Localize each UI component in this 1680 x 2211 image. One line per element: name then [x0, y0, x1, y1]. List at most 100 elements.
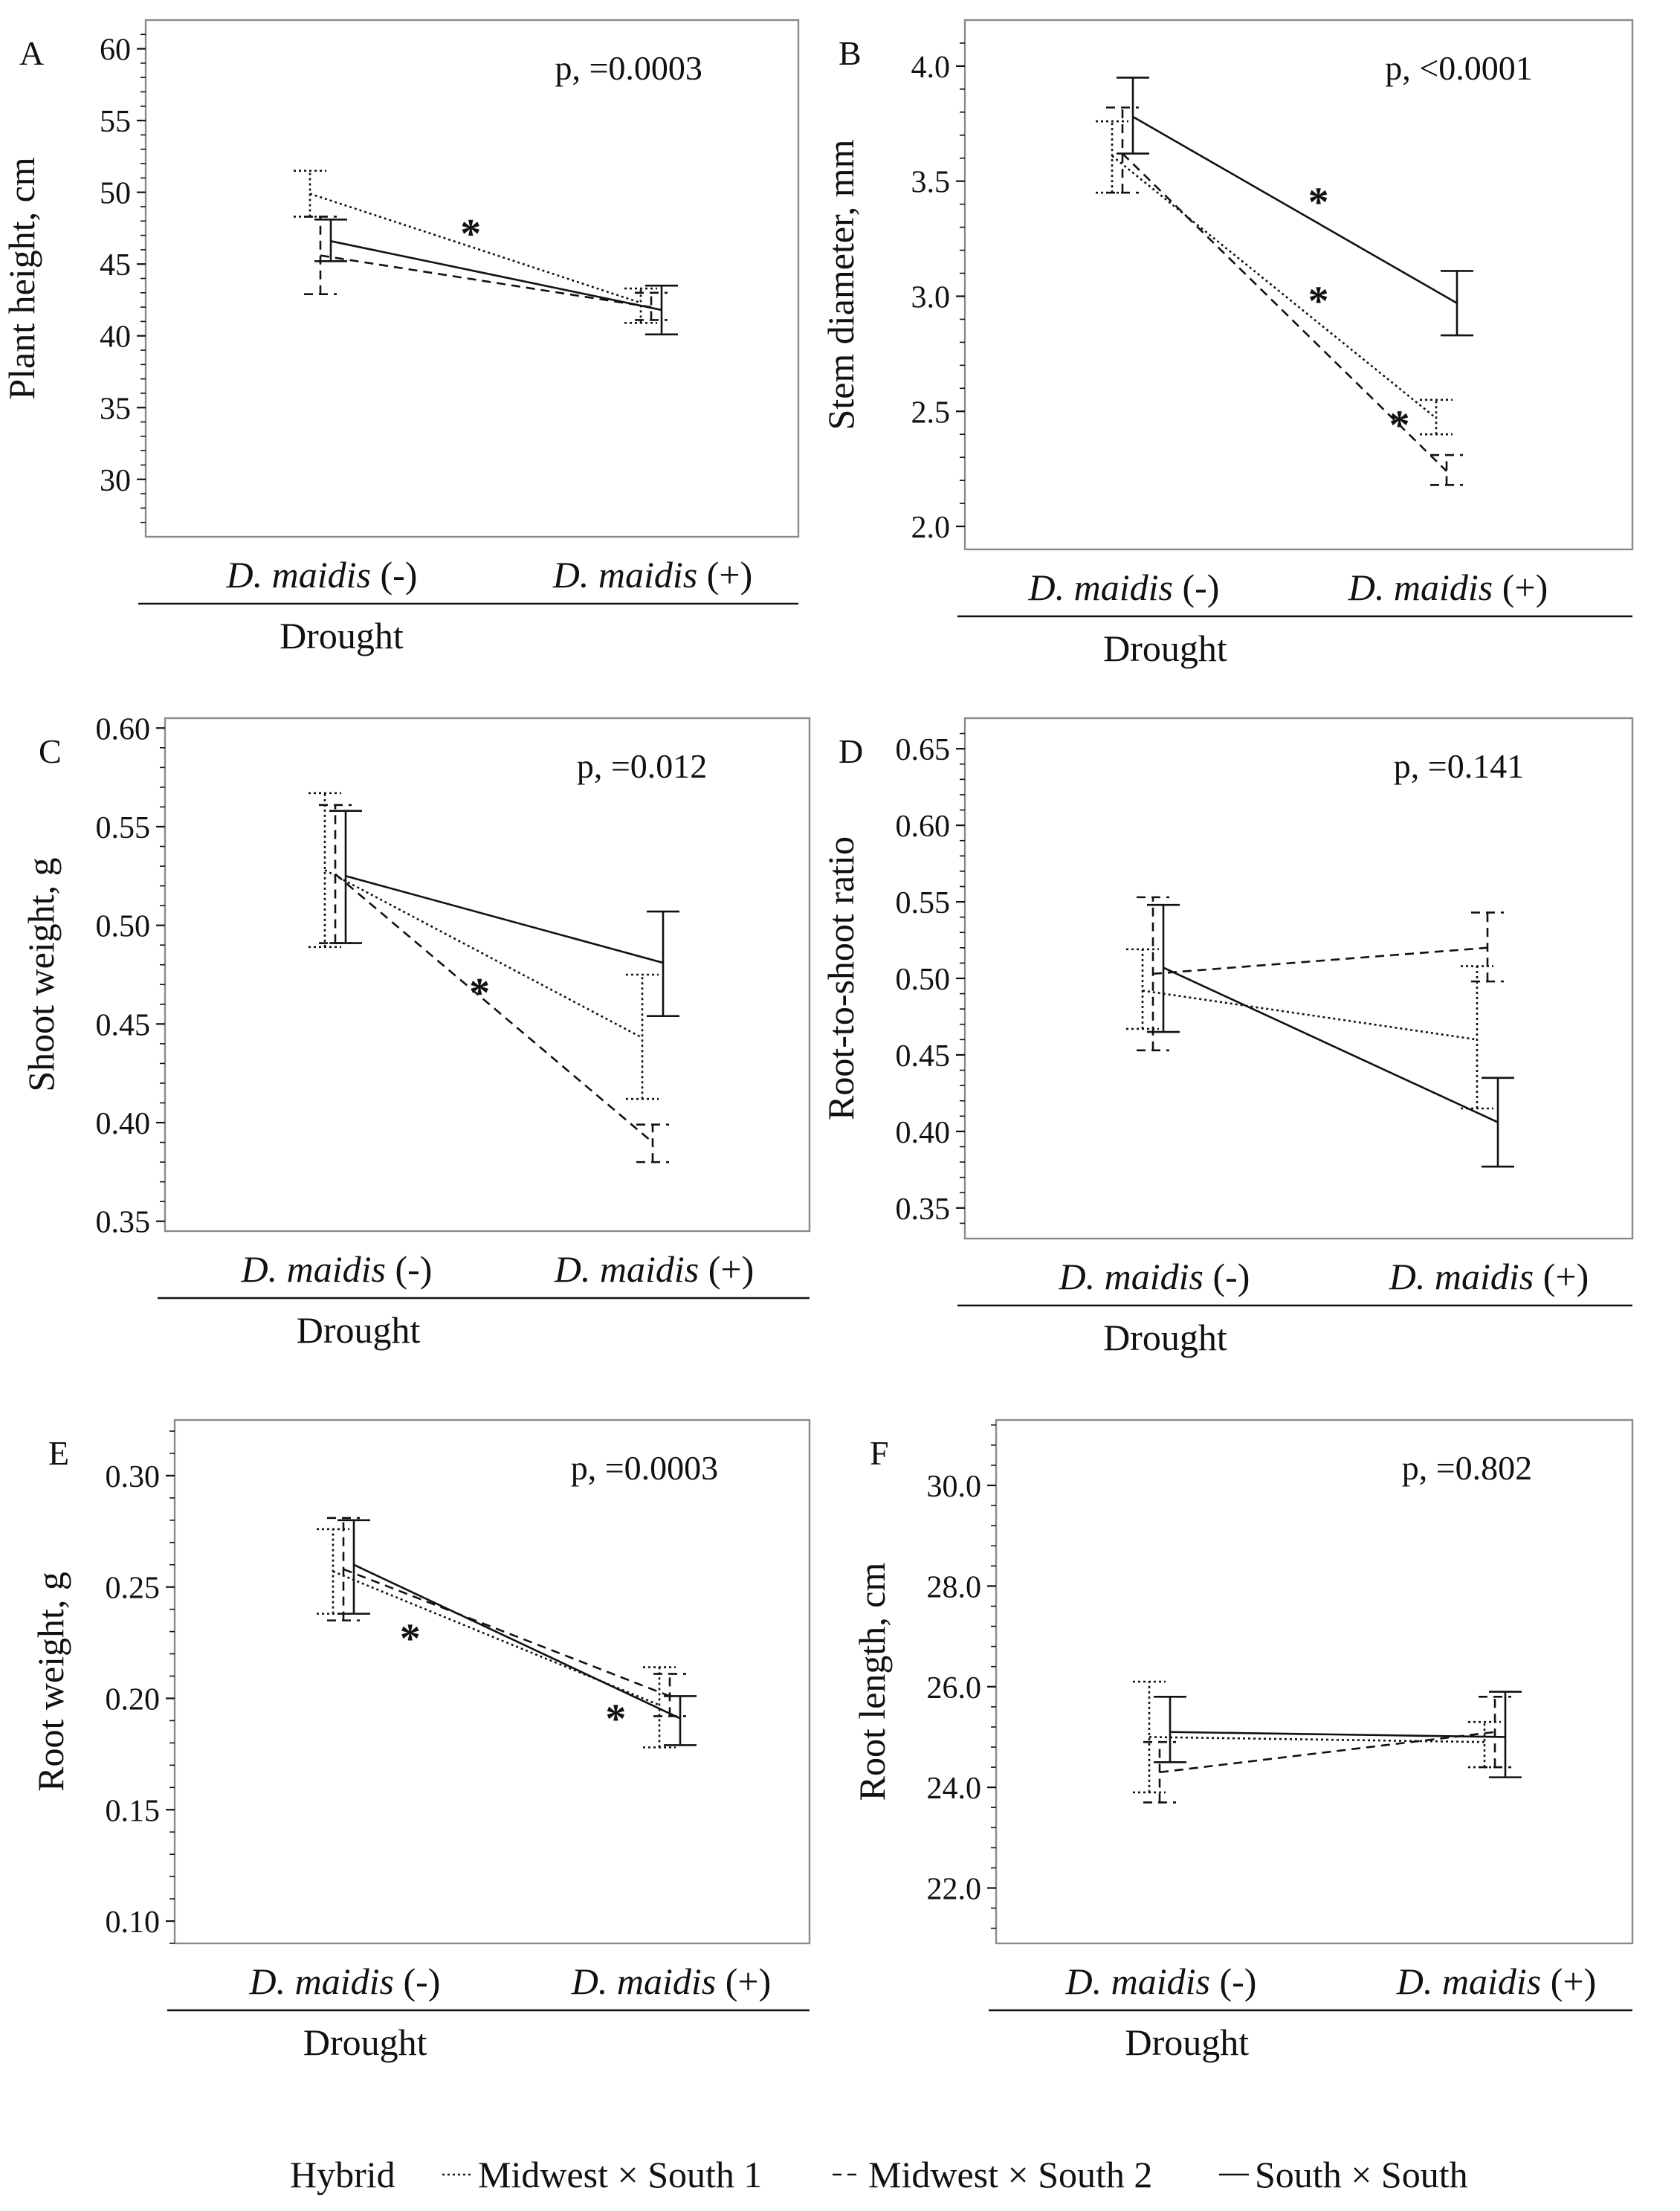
series-line [1142, 990, 1478, 1041]
significance-asterisk: * [460, 211, 481, 257]
y-tick-label: 40 [100, 320, 131, 355]
series-line [1122, 152, 1447, 472]
series-dashed [1143, 1696, 1511, 1804]
x-category-label: D. maidis (+) [1396, 1960, 1596, 2002]
panel-label: C [39, 732, 62, 770]
series-line [1169, 1731, 1506, 1738]
series-dotted [1126, 948, 1493, 1110]
series-line [1152, 946, 1488, 975]
error-bar [647, 910, 679, 1018]
y-axis-label: Root weight, g [30, 1572, 71, 1792]
y-tick-label: 0.60 [896, 810, 951, 844]
p-value: p, <0.0001 [1385, 49, 1532, 87]
x-category-label: D. maidis (+) [552, 554, 752, 595]
series-dashed [327, 1517, 686, 1717]
x-category-label: D. maidis (+) [1348, 567, 1548, 608]
y-tick-label: 28.0 [927, 1570, 982, 1604]
panel-label: F [870, 1434, 889, 1472]
y-tick-label: 55 [100, 105, 131, 139]
plot-frame [963, 19, 1634, 551]
series-solid [329, 810, 679, 1018]
error-bar [308, 792, 341, 949]
error-bar [626, 973, 659, 1100]
y-tick-label: 0.50 [896, 963, 951, 997]
error-bar [1137, 896, 1169, 1052]
series-dotted [308, 792, 659, 1100]
significance-asterisk: * [1389, 403, 1410, 449]
series-line [320, 254, 652, 309]
y-tick-label: 50 [100, 177, 131, 211]
y-axis-label: Root-to-shoot ratio [820, 836, 862, 1120]
plot-frame [963, 717, 1634, 1240]
plot-frame [995, 1418, 1634, 1945]
panel-label: D [839, 732, 863, 770]
error-bar [1133, 1680, 1166, 1794]
series-solid [1154, 1691, 1522, 1778]
y-tick-label: 0.20 [106, 1682, 161, 1717]
y-tick-label: 22.0 [927, 1873, 982, 1907]
y-axis-label: Root length, cm [851, 1562, 893, 1801]
p-value: p, =0.802 [1402, 1449, 1532, 1487]
y-tick-label: 30 [100, 464, 131, 498]
error-bar [329, 810, 362, 944]
y-axis-label: Plant height, cm [1, 157, 42, 399]
y-axis-label: Stem diameter, mm [820, 139, 862, 430]
legend-item-label: Midwest × South 1 [478, 2154, 762, 2195]
series-dashed [319, 804, 669, 1163]
series-line [1132, 115, 1458, 304]
x-axis-label: Drought [280, 615, 404, 656]
panel-label: E [48, 1434, 69, 1472]
p-value: p, =0.012 [577, 747, 707, 785]
y-tick-label: 0.50 [96, 910, 151, 944]
y-tick-label: 3.0 [911, 280, 951, 314]
y-tick-label: 0.35 [896, 1192, 951, 1227]
error-bar [317, 1528, 349, 1615]
x-category-label: D. maidis (-) [226, 554, 418, 595]
series-line [330, 240, 662, 312]
x-axis-label: Drought [1125, 2021, 1249, 2063]
error-bar [1482, 1077, 1514, 1168]
error-bar [327, 1517, 360, 1621]
panel-label: B [839, 34, 862, 72]
p-value: p, =0.141 [1394, 747, 1524, 785]
significance-asterisk: * [1308, 279, 1329, 325]
series-line [335, 873, 653, 1143]
series-dashed [1137, 896, 1504, 1052]
x-axis-label: Drought [297, 1309, 421, 1351]
series-line [1163, 966, 1499, 1123]
error-bar [1106, 106, 1139, 194]
y-tick-label: 2.0 [911, 511, 951, 545]
panel-b: B 2.0 2.5 3.0 3.5 4.0 Stem diameter, mm D. maid… [820, 19, 1634, 669]
error-bar [337, 1519, 370, 1615]
series-solid [314, 219, 678, 336]
y-tick-label: 0.40 [96, 1107, 151, 1141]
error-bar [636, 1123, 669, 1163]
series-solid [337, 1519, 697, 1746]
x-axis-label: Drought [303, 2021, 427, 2063]
y-tick-label: 0.60 [96, 712, 151, 746]
series-line [1148, 1736, 1485, 1743]
y-tick-label: 0.10 [106, 1905, 161, 1940]
error-bar [1479, 1696, 1511, 1769]
error-bar [1117, 77, 1149, 155]
panel-label: A [19, 34, 44, 72]
series-line [345, 875, 664, 964]
y-tick-label: 0.55 [896, 886, 951, 920]
y-tick-label: 24.0 [927, 1772, 982, 1806]
panel-c: C 0.35 0.40 0.45 0.50 0.55 0.60 Shoot weight, g… [20, 712, 811, 1351]
legend-item-dotted: Midwest × South 1 [442, 2154, 762, 2195]
significance-asterisk: * [605, 1696, 626, 1742]
error-bar [1147, 903, 1180, 1033]
error-bar [1430, 454, 1463, 486]
error-bar [1489, 1691, 1522, 1778]
legend-item-label: South × South [1255, 2154, 1468, 2195]
p-value: p, =0.0003 [571, 1449, 718, 1487]
series-line [309, 193, 642, 304]
panel-f: F 22.0 24.0 26.0 28.0 30.0 Root length, cm D. m… [851, 1418, 1634, 2063]
y-tick-label: 2.5 [911, 396, 951, 430]
significance-asterisk: * [1308, 179, 1329, 225]
series-solid [1117, 77, 1473, 337]
series-solid [1147, 903, 1514, 1168]
panel-d: D 0.35 0.40 0.45 0.50 0.55 0.60 0.65 Root-to-sho… [820, 717, 1634, 1358]
